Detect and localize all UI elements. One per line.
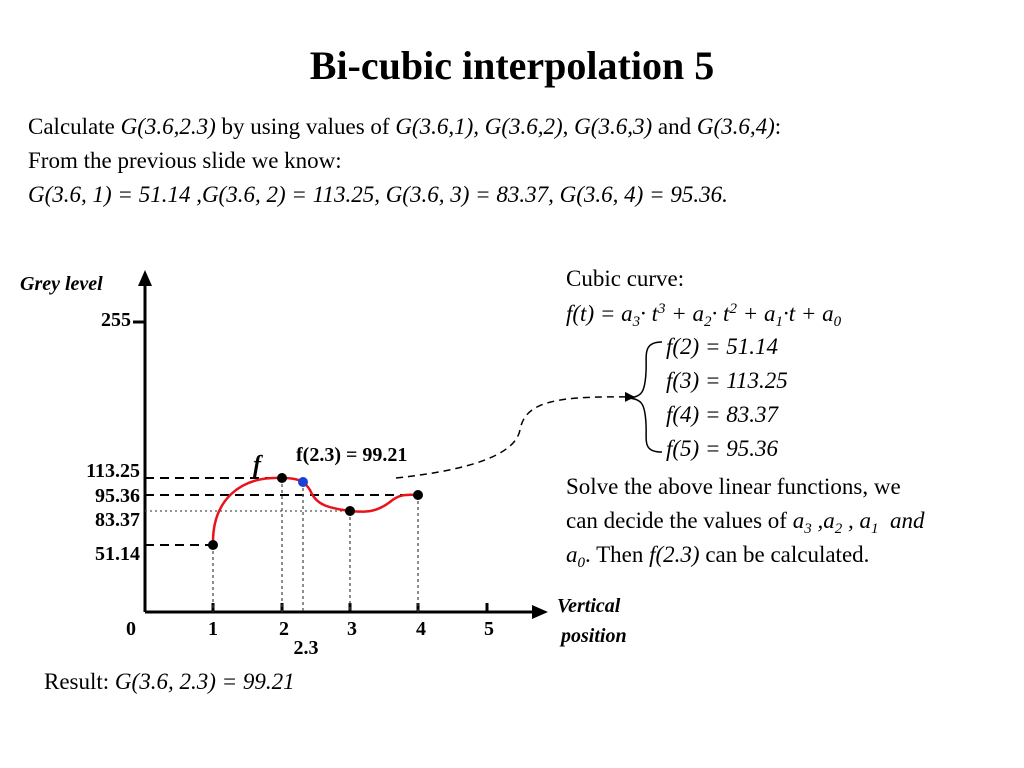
y-tick-label-255: 255	[101, 309, 131, 331]
x-tick-label-1: 1	[208, 618, 218, 640]
interpolated-point	[298, 477, 308, 487]
formula-pow-3: 3	[658, 301, 666, 317]
solve-line-2: can decide the values of a3 ,a2 , a1 and	[566, 504, 924, 538]
y-value-label-83-37: 83.37	[95, 509, 140, 531]
solve-l3a: a	[566, 542, 578, 567]
data-point-1	[208, 540, 218, 550]
solve-c1: ,a	[811, 508, 835, 533]
formula-dot-2: ·	[711, 301, 718, 326]
cubic-curve	[211, 476, 419, 546]
intro-w7: and	[657, 114, 692, 139]
intro-w4: G(3.6,1), G(3.6,2)	[395, 114, 563, 139]
solve-a3: a3 ,a2 , a1 and	[792, 508, 925, 537]
y-axis-arrow-icon	[138, 270, 152, 286]
formula-sub-2: 2	[704, 314, 712, 330]
x-tick-label-5: 5	[484, 618, 494, 640]
formula-dot-1: ·	[640, 301, 646, 326]
solve-c2: , a	[842, 508, 871, 533]
equation-f3: f(3) = 113.25	[666, 368, 788, 393]
solve-a0: a0	[566, 542, 585, 571]
result-line: Result: G(3.6, 2.3) = 99.21	[44, 667, 295, 697]
x-axis-title-1: Vertical	[557, 595, 621, 617]
formula-plus-2: + a	[736, 301, 776, 326]
y-value-label-113-25: 113.25	[86, 460, 140, 482]
y-value-label-95-36: 95.36	[95, 485, 140, 507]
intro-w2: G(3.6,2.3)	[120, 114, 216, 139]
x-origin-label: 0	[126, 618, 136, 640]
formula-t2: t	[723, 301, 730, 326]
data-point-2	[277, 473, 287, 483]
intro-w5: ,	[562, 114, 569, 139]
intro-w9: :	[774, 114, 782, 139]
intro-line-2: From the previous slide we know:	[28, 148, 342, 173]
intro-w3: by using values of	[221, 114, 390, 139]
intro-line-1: Calculate G(3.6,2.3) by using values of …	[28, 112, 781, 142]
solve-f23: f(2.3)	[649, 542, 700, 567]
result-value: G(3.6, 2.3) = 99.21	[114, 669, 295, 694]
formula-t1: t	[651, 301, 659, 326]
solve-a: a	[792, 508, 805, 533]
cubic-heading: Cubic curve:	[566, 266, 685, 291]
x-tick-label-4: 4	[416, 618, 426, 640]
formula-plus-1: + a	[665, 301, 705, 326]
solve-l2a: can decide the values of	[566, 508, 787, 533]
equation-f2: f(2) = 51.14	[666, 334, 778, 359]
formula-lhs: f(t) = a	[566, 301, 633, 326]
solve-sub-0: 0	[577, 555, 586, 571]
x-axis-arrow-icon	[532, 605, 548, 619]
formula-pow-2: 2	[729, 301, 737, 317]
solve-sub-3: 3	[804, 521, 812, 537]
solve-l3b: . Then	[585, 542, 644, 567]
solve-sub-1: 1	[870, 521, 879, 537]
y-value-label-51-14: 51.14	[95, 543, 140, 565]
brace-icon	[627, 341, 663, 453]
data-point-3	[345, 506, 355, 516]
intro-line-3: G(3.6, 1) = 51.14 ,G(3.6, 2) = 113.25, G…	[28, 182, 728, 207]
x-tick-label-2-3: 2.3	[294, 637, 319, 659]
solve-line-3: a0. Then f(2.3) can be calculated.	[566, 538, 869, 572]
equation-f4: f(4) = 83.37	[666, 402, 778, 427]
solve-l3c: can be calculated.	[705, 542, 870, 567]
connector-arrow	[395, 391, 635, 479]
result-label: Result:	[44, 669, 110, 694]
equation-f5: f(5) = 95.36	[666, 436, 778, 461]
x-tick-label-2: 2	[279, 618, 289, 640]
solve-line-1: Solve the above linear functions, we	[566, 474, 901, 499]
slide-title: Bi-cubic interpolation 5	[309, 43, 715, 88]
curve-label: f	[253, 452, 263, 478]
formula-dot-3: ·	[782, 301, 789, 326]
formula-sub-1: 1	[775, 314, 783, 330]
formula-t3: t + a	[788, 301, 834, 326]
x-tick-label-3: 3	[347, 618, 357, 640]
solve-and: and	[889, 508, 925, 533]
intro-w8: G(3.6,4)	[696, 114, 775, 139]
intro-w1: Calculate	[28, 114, 115, 139]
cubic-formula: f(t) = a3· t3 + a2· t2 + a1·t + a0	[566, 297, 841, 331]
formula-sub-3: 3	[632, 314, 641, 330]
annotation-f-2-3: f(2.3) = 99.21	[296, 444, 407, 466]
intro-w6: G(3.6,3)	[574, 114, 653, 139]
solve-sub-2: 2	[834, 521, 843, 537]
y-axis-title: Grey level	[20, 273, 103, 295]
data-point-4	[413, 490, 423, 500]
formula-sub-0: 0	[833, 314, 842, 330]
x-axis-title-2: position	[559, 625, 627, 647]
